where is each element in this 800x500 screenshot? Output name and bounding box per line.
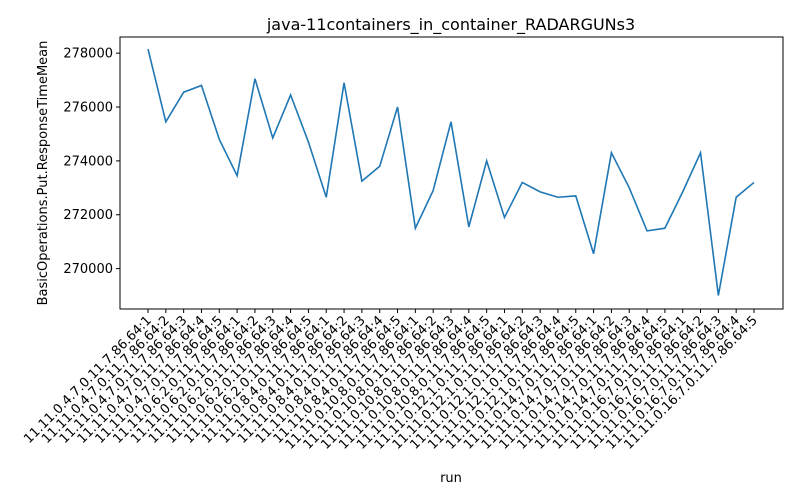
y-tick-label: 276000 <box>63 101 113 116</box>
y-axis: 270000 272000 274000 276000 278000 <box>63 47 120 277</box>
x-axis: 11.11.0.4.7.0.11.7.86.64:111.11.0.4.7.0.… <box>21 309 761 453</box>
y-axis-label: BasicOperations.Put.ResponseTimeMean <box>36 41 51 306</box>
series-line <box>147 48 755 296</box>
plot-area-frame <box>119 36 784 310</box>
y-tick-label: 278000 <box>63 47 113 62</box>
y-tick-label: 270000 <box>63 262 113 277</box>
chart-title: java-11containers_in_container_RADARGUNs… <box>266 15 635 35</box>
y-tick-label: 274000 <box>63 154 113 169</box>
x-axis-label: run <box>440 471 462 486</box>
y-tick-label: 272000 <box>63 208 113 223</box>
